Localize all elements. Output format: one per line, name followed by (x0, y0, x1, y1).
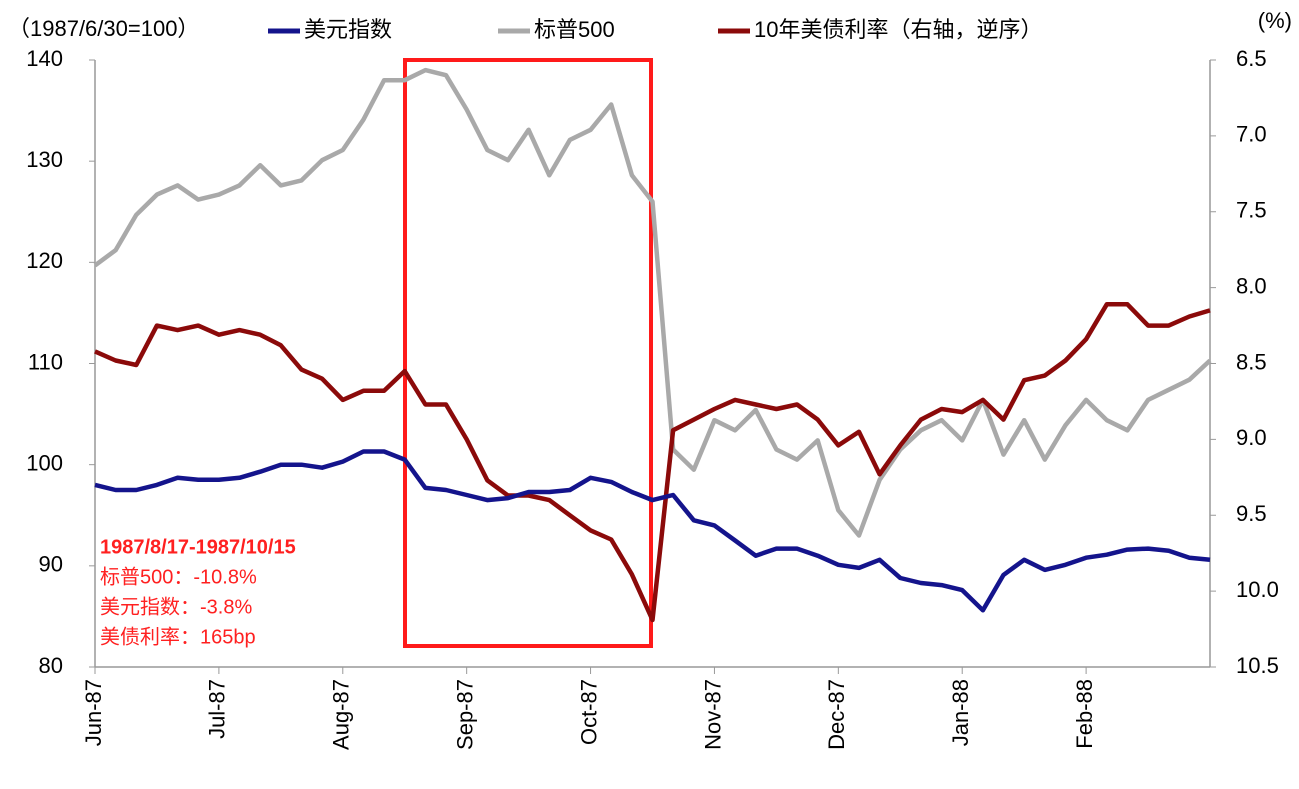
y2-tick-label: 7.0 (1236, 122, 1267, 147)
y2-tick-label: 10.0 (1236, 577, 1279, 602)
y2-axis-label: (%) (1258, 8, 1292, 33)
x-tick-label: Jan-88 (948, 679, 973, 746)
y2-tick-label: 8.0 (1236, 273, 1267, 298)
x-tick-label: Dec-87 (824, 679, 849, 750)
x-tick-label: Nov-87 (700, 679, 725, 750)
y-tick-label: 130 (26, 147, 63, 172)
y-axis-label: （1987/6/30=100） (8, 16, 199, 41)
y2-tick-label: 10.5 (1236, 653, 1279, 678)
x-tick-label: Oct-87 (576, 679, 601, 745)
y-tick-label: 90 (39, 552, 63, 577)
annotation: 美元指数：-3.8% (100, 595, 252, 618)
x-tick-label: Aug-87 (329, 679, 354, 750)
y2-tick-label: 9.5 (1236, 501, 1267, 526)
y2-tick-label: 7.5 (1236, 198, 1267, 223)
annotation: 1987/8/17-1987/10/15 (100, 536, 296, 558)
x-tick-label: Feb-88 (1072, 679, 1097, 749)
series-line (94, 302, 1211, 623)
legend-label: 10年美债利率（右轴，逆序） (754, 17, 1042, 42)
y-tick-label: 120 (26, 248, 63, 273)
legend-label: 美元指数 (304, 17, 392, 42)
y-tick-label: 80 (39, 653, 63, 678)
legend-label: 标普500 (534, 17, 615, 42)
annotation: 标普500：-10.8% (100, 565, 257, 588)
series-line (94, 449, 1211, 613)
y2-tick-label: 8.5 (1236, 349, 1267, 374)
highlight-box (403, 58, 653, 648)
x-tick-label: Jun-87 (81, 679, 106, 746)
annotation: 美债利率：165bp (100, 625, 256, 648)
x-tick-label: Jul-87 (205, 679, 230, 739)
y2-tick-label: 6.5 (1236, 46, 1267, 71)
y-tick-label: 140 (26, 46, 63, 71)
series-line (93, 67, 1212, 538)
x-tick-label: Sep-87 (452, 679, 477, 750)
y-tick-label: 110 (28, 349, 63, 374)
y2-tick-label: 9.0 (1236, 425, 1267, 450)
y-tick-label: 100 (26, 450, 63, 475)
